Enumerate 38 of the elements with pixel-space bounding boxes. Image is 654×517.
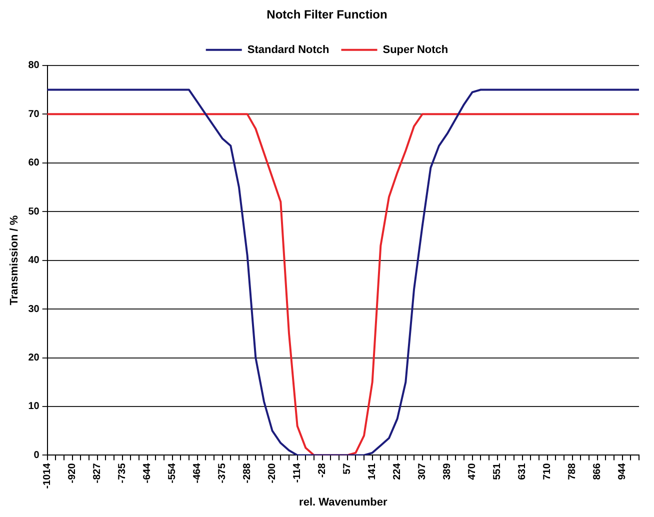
x-tick-label: -554 (167, 462, 178, 484)
x-tick-label: -375 (217, 462, 228, 484)
x-tick-label: 710 (542, 462, 554, 480)
x-tick-label: 57 (342, 462, 354, 474)
legend-label: Standard Notch (247, 44, 330, 56)
y-tick-label: 60 (28, 158, 40, 169)
x-tick-label: -200 (267, 462, 278, 484)
x-tick-label: -114 (292, 462, 304, 483)
x-tick-label: -735 (117, 462, 128, 484)
y-tick-label: 50 (28, 206, 40, 218)
y-axis-title: Transmission / % (8, 215, 21, 306)
x-tick-label: -644 (142, 462, 154, 484)
x-tick-label: 788 (567, 462, 578, 480)
x-tick-label: 631 (517, 462, 528, 480)
x-tick-label: -827 (92, 462, 104, 484)
legend-label: Super Notch (382, 44, 448, 56)
y-tick-label: 10 (28, 401, 40, 412)
x-tick-label: -288 (242, 462, 254, 484)
y-tick-label: 20 (28, 352, 40, 364)
x-tick-label: 307 (417, 462, 428, 480)
chart-title: Notch Filter Function (266, 8, 388, 22)
y-tick-label: 30 (28, 304, 40, 315)
y-tick-label: 0 (34, 450, 40, 461)
y-tick-label: 70 (28, 108, 40, 120)
x-tick-label: 389 (442, 462, 454, 480)
x-tick-label: 944 (617, 462, 628, 480)
x-tick-label: -28 (317, 462, 328, 478)
y-tick-label: 80 (28, 60, 40, 72)
x-tick-label: 470 (467, 462, 478, 480)
x-tick-label: 866 (592, 462, 604, 480)
y-tick-label: 40 (28, 255, 40, 266)
x-tick-label: -1014 (42, 462, 54, 489)
x-tick-label: -464 (192, 462, 204, 484)
x-axis-title: rel. Wavenumber (299, 496, 388, 508)
x-tick-label: 551 (492, 462, 504, 480)
x-tick-label: -920 (67, 462, 78, 484)
x-tick-label: 141 (367, 462, 378, 480)
x-tick-label: 224 (392, 462, 404, 480)
